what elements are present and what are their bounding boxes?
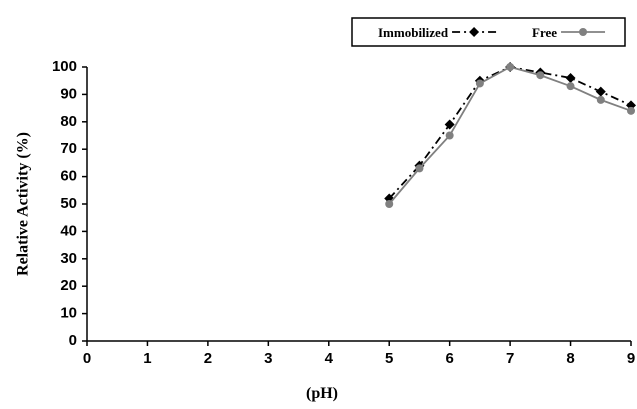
y-tick-label: 80 [60, 113, 77, 130]
x-tick-label: 8 [566, 350, 574, 367]
y-tick-label: 90 [60, 85, 77, 102]
x-tick-label: 7 [506, 350, 514, 367]
x-tick-label: 2 [204, 350, 212, 367]
point [595, 86, 606, 97]
point [566, 82, 575, 91]
x-tick-label: 4 [325, 350, 334, 367]
point [445, 131, 454, 140]
series-line [388, 66, 632, 205]
x-tick-label: 6 [445, 350, 453, 367]
series-line [388, 66, 632, 200]
point [415, 164, 424, 173]
point [565, 72, 576, 83]
point [444, 119, 455, 130]
point [506, 63, 515, 71]
x-tick-label: 1 [143, 350, 151, 367]
x-tick-label: 0 [83, 350, 91, 367]
point [385, 200, 394, 208]
x-tick-label: 5 [385, 350, 393, 367]
point [627, 106, 635, 115]
x-tick-label: 9 [627, 350, 635, 367]
legend-marker [469, 27, 480, 37]
y-tick-label: 100 [52, 58, 77, 75]
y-axis-label: Relative Activity (%) [15, 132, 32, 276]
x-axis-label: (pH) [306, 385, 338, 402]
y-tick-label: 10 [60, 305, 77, 322]
y-tick-label: 0 [69, 332, 77, 349]
y-tick-label: 20 [60, 277, 77, 294]
point [596, 95, 605, 104]
point [475, 79, 484, 88]
y-tick-label: 40 [60, 222, 77, 239]
x-tick-label: 3 [264, 350, 272, 367]
y-tick-label: 70 [60, 140, 77, 157]
y-tick-label: 60 [60, 168, 77, 185]
y-tick-label: 30 [60, 250, 77, 267]
legend-label: Immobilized [378, 25, 449, 40]
legend-label: Free [532, 25, 557, 40]
legend-marker [579, 28, 588, 36]
y-tick-label: 50 [60, 195, 77, 212]
point [536, 71, 545, 80]
